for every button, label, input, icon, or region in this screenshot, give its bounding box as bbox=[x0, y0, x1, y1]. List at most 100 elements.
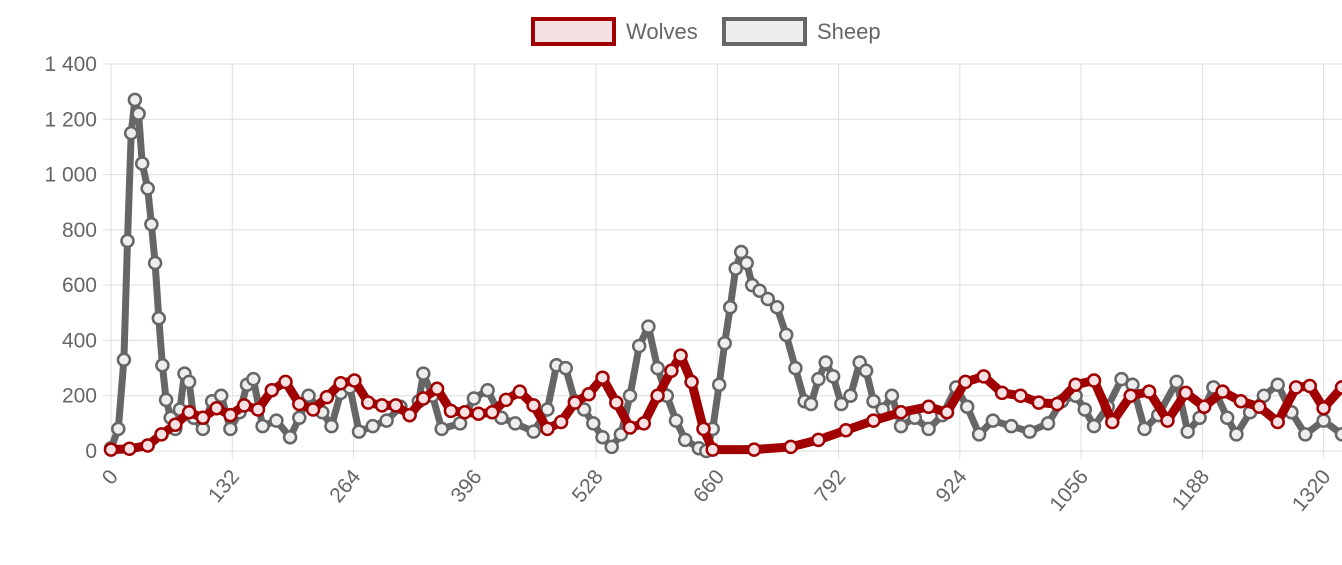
data-point-wolves[interactable] bbox=[140, 438, 155, 453]
data-point-wolves[interactable] bbox=[154, 427, 169, 442]
data-point-sheep[interactable] bbox=[650, 360, 665, 376]
data-point-wolves[interactable] bbox=[650, 388, 665, 403]
data-point-wolves[interactable] bbox=[1013, 388, 1028, 403]
data-point-wolves[interactable] bbox=[1068, 377, 1083, 392]
data-point-wolves[interactable] bbox=[374, 398, 390, 413]
data-point-sheep[interactable] bbox=[739, 255, 754, 271]
data-point-sheep[interactable] bbox=[466, 391, 482, 406]
data-point-wolves[interactable] bbox=[1334, 380, 1342, 395]
data-point-sheep[interactable] bbox=[134, 156, 150, 171]
data-point-sheep[interactable] bbox=[131, 106, 146, 122]
data-point-wolves[interactable] bbox=[1302, 378, 1318, 394]
data-point-sheep[interactable] bbox=[292, 410, 307, 426]
data-point-sheep[interactable] bbox=[1298, 427, 1313, 442]
data-point-sheep[interactable] bbox=[1219, 410, 1235, 426]
data-point-wolves[interactable] bbox=[319, 389, 335, 405]
data-point-sheep[interactable] bbox=[223, 421, 238, 437]
data-point-sheep[interactable] bbox=[818, 355, 833, 370]
data-point-sheep[interactable] bbox=[324, 418, 339, 434]
data-point-wolves[interactable] bbox=[103, 442, 119, 457]
data-point-wolves[interactable] bbox=[581, 387, 596, 402]
data-point-sheep[interactable] bbox=[1270, 377, 1285, 392]
data-point-sheep[interactable] bbox=[365, 418, 381, 434]
data-point-wolves[interactable] bbox=[1316, 400, 1331, 416]
data-point-sheep[interactable] bbox=[884, 388, 900, 403]
data-point-wolves[interactable] bbox=[443, 403, 459, 419]
data-point-sheep[interactable] bbox=[144, 217, 159, 232]
data-point-sheep[interactable] bbox=[1086, 418, 1102, 434]
data-point-sheep[interactable] bbox=[677, 432, 693, 448]
data-point-sheep[interactable] bbox=[1114, 371, 1129, 387]
data-point-wolves[interactable] bbox=[223, 407, 238, 423]
data-point-sheep[interactable] bbox=[811, 371, 826, 387]
data-point-sheep[interactable] bbox=[858, 363, 874, 379]
data-point-sheep[interactable] bbox=[711, 377, 727, 392]
data-point-sheep[interactable] bbox=[668, 413, 684, 428]
data-point-wolves[interactable] bbox=[838, 423, 854, 438]
data-point-sheep[interactable] bbox=[834, 396, 849, 412]
data-point-wolves[interactable] bbox=[195, 410, 211, 426]
data-point-wolves[interactable] bbox=[1141, 384, 1157, 399]
data-point-sheep[interactable] bbox=[722, 300, 738, 315]
data-point-wolves[interactable] bbox=[402, 407, 417, 423]
data-point-wolves[interactable] bbox=[278, 374, 293, 390]
data-point-wolves[interactable] bbox=[1233, 393, 1249, 409]
data-point-wolves[interactable] bbox=[994, 385, 1010, 401]
data-point-wolves[interactable] bbox=[1215, 384, 1230, 399]
data-point-wolves[interactable] bbox=[526, 398, 541, 413]
data-point-sheep[interactable] bbox=[151, 311, 167, 326]
data-point-sheep[interactable] bbox=[540, 402, 555, 417]
data-point-sheep[interactable] bbox=[379, 413, 394, 428]
data-point-sheep[interactable] bbox=[1180, 424, 1195, 439]
data-point-wolves[interactable] bbox=[1196, 399, 1212, 415]
data-point-sheep[interactable] bbox=[147, 255, 163, 271]
data-point-sheep[interactable] bbox=[181, 374, 197, 390]
data-point-wolves[interactable] bbox=[429, 381, 445, 397]
data-point-sheep[interactable] bbox=[1316, 413, 1331, 428]
legend-item-sheep[interactable]: Sheep bbox=[722, 17, 881, 46]
data-point-wolves[interactable] bbox=[1252, 399, 1267, 415]
data-point-sheep[interactable] bbox=[760, 291, 776, 307]
data-point-sheep[interactable] bbox=[111, 421, 126, 437]
data-point-wolves[interactable] bbox=[250, 402, 266, 417]
data-point-sheep[interactable] bbox=[971, 427, 987, 442]
data-point-sheep[interactable] bbox=[641, 319, 656, 334]
data-point-wolves[interactable] bbox=[236, 398, 252, 413]
data-point-sheep[interactable] bbox=[803, 396, 819, 412]
data-point-sheep[interactable] bbox=[140, 181, 155, 196]
data-point-wolves[interactable] bbox=[705, 442, 720, 457]
data-point-wolves[interactable] bbox=[360, 395, 376, 410]
legend-item-wolves[interactable]: Wolves bbox=[531, 17, 698, 46]
data-point-sheep[interactable] bbox=[1022, 424, 1037, 439]
data-point-sheep[interactable] bbox=[1004, 418, 1019, 434]
data-point-wolves[interactable] bbox=[1270, 414, 1285, 430]
data-point-wolves[interactable] bbox=[181, 405, 197, 420]
data-point-sheep[interactable] bbox=[631, 338, 647, 354]
data-point-sheep[interactable] bbox=[788, 360, 803, 376]
data-point-wolves[interactable] bbox=[416, 391, 431, 406]
data-point-sheep[interactable] bbox=[733, 244, 749, 260]
data-point-wolves[interactable] bbox=[1178, 385, 1194, 401]
data-point-wolves[interactable] bbox=[622, 420, 638, 435]
data-point-sheep[interactable] bbox=[921, 421, 936, 437]
data-point-sheep[interactable] bbox=[416, 366, 431, 381]
data-point-wolves[interactable] bbox=[673, 348, 688, 363]
data-point-wolves[interactable] bbox=[1288, 380, 1304, 395]
data-point-wolves[interactable] bbox=[1105, 414, 1120, 430]
data-point-wolves[interactable] bbox=[498, 392, 514, 408]
data-point-sheep[interactable] bbox=[1137, 421, 1152, 437]
data-point-wolves[interactable] bbox=[122, 441, 137, 457]
data-point-wolves[interactable] bbox=[168, 417, 183, 432]
data-point-sheep[interactable] bbox=[728, 261, 743, 276]
data-point-sheep[interactable] bbox=[604, 439, 619, 455]
data-point-wolves[interactable] bbox=[696, 421, 711, 437]
data-point-sheep[interactable] bbox=[282, 429, 298, 445]
data-point-sheep[interactable] bbox=[127, 92, 143, 108]
data-point-wolves[interactable] bbox=[264, 382, 280, 398]
data-point-sheep[interactable] bbox=[526, 424, 541, 439]
data-point-wolves[interactable] bbox=[921, 399, 936, 415]
data-point-sheep[interactable] bbox=[155, 358, 170, 373]
data-point-wolves[interactable] bbox=[512, 384, 528, 399]
data-point-sheep[interactable] bbox=[269, 413, 284, 428]
data-point-sheep[interactable] bbox=[558, 360, 573, 376]
